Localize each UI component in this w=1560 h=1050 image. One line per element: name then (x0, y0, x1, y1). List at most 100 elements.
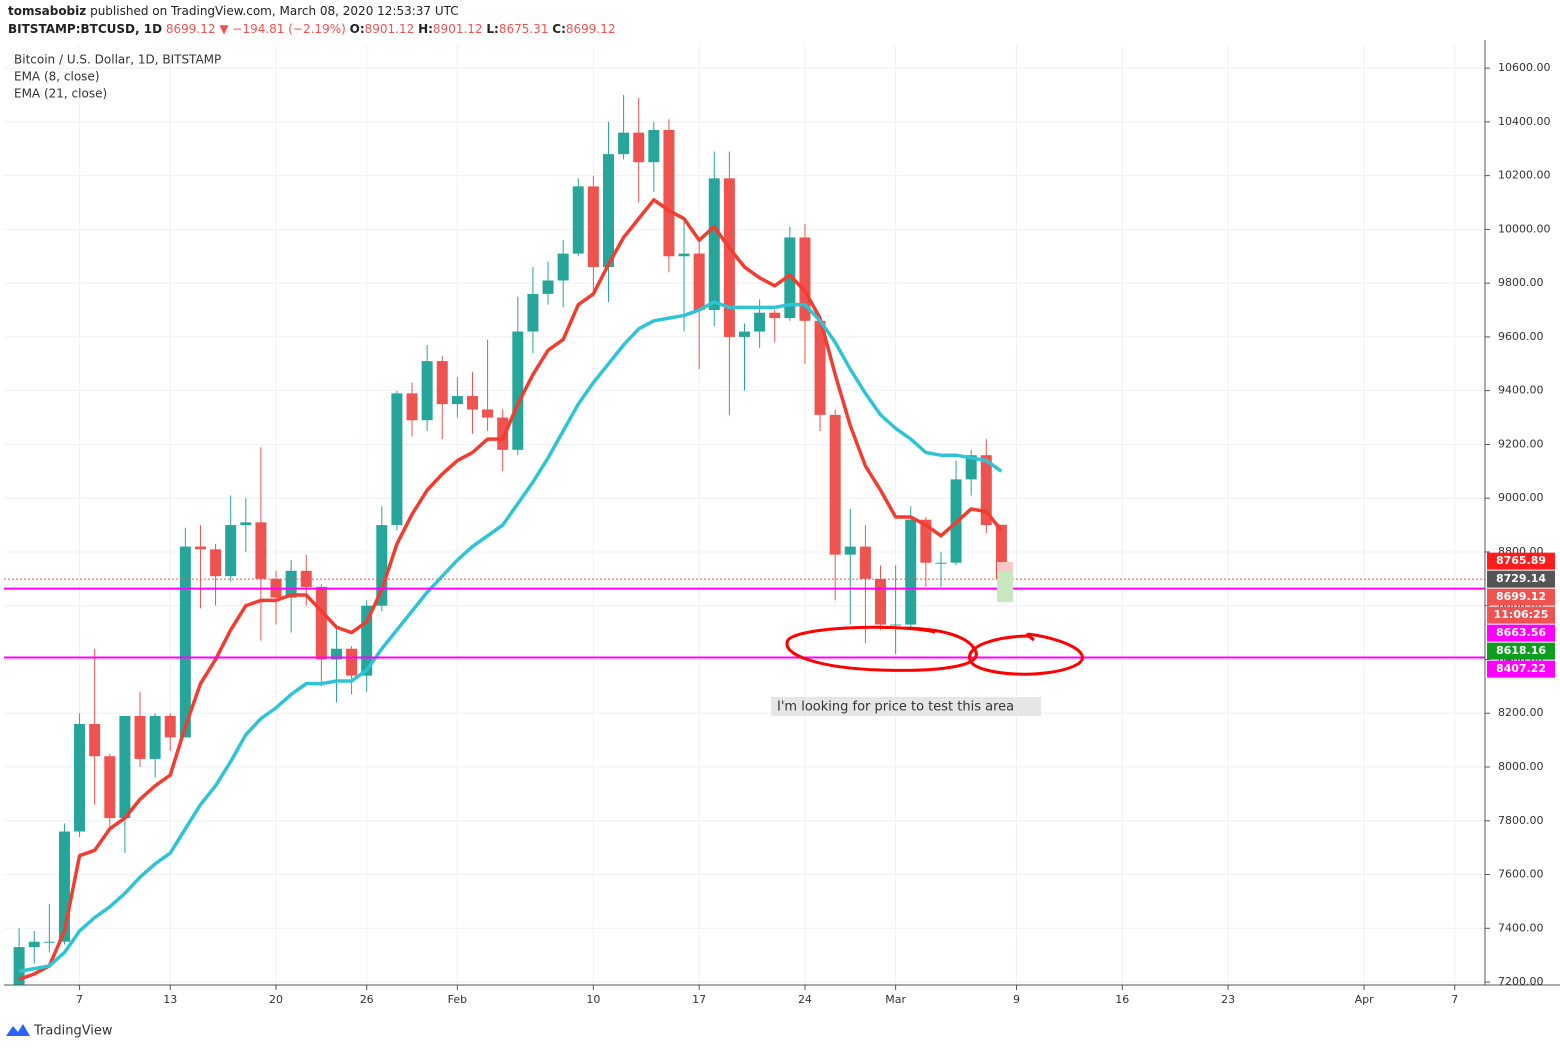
ohlc-key: H: (418, 22, 433, 36)
y-tick-label: 10400.00 (1498, 115, 1551, 128)
candle-body (300, 570, 312, 587)
y-tick-label: 7800.00 (1498, 814, 1544, 827)
price-label: 11:06:25 (1494, 608, 1549, 621)
x-tick-label: Mar (885, 993, 906, 1006)
candle-body (572, 186, 584, 254)
candle-body (74, 723, 86, 832)
x-tick-label: 23 (1221, 993, 1235, 1006)
x-tick-label: 13 (163, 993, 177, 1006)
symbol-line: BITSTAMP:BTCUSD, 1D 8699.12 ▼ −194.81 (−… (8, 22, 616, 36)
price-label: 8663.56 (1496, 626, 1546, 639)
ohlc-value: 8901.12 (432, 22, 483, 36)
y-tick-label: 9000.00 (1498, 491, 1544, 504)
candle-body (512, 331, 524, 450)
candle-body (693, 253, 705, 311)
candle-body (466, 396, 478, 410)
candle-body (164, 715, 176, 738)
candle-body (376, 525, 388, 606)
candle-body (361, 605, 373, 676)
candle-body (602, 154, 614, 268)
candle-body (905, 519, 917, 625)
candle-body (391, 393, 403, 526)
price-label-box (1487, 624, 1555, 642)
candle-body (421, 361, 433, 421)
published: published on TradingView.com, March 08, … (90, 4, 459, 18)
candle-body (255, 522, 267, 579)
price-label: 8729.14 (1496, 572, 1546, 585)
candle-body (240, 522, 252, 526)
annotation-text: I'm looking for price to test this area (777, 700, 1014, 715)
candle-body (13, 947, 25, 985)
candle-body (754, 312, 766, 332)
price-label: 8765.89 (1496, 554, 1546, 567)
candle-body (43, 941, 55, 943)
candle-body (149, 715, 161, 759)
candle-body (406, 393, 418, 421)
candle-body (890, 624, 902, 626)
price-label-box (1487, 606, 1555, 624)
candle-body (436, 361, 448, 405)
candle-body (119, 715, 131, 819)
candle-body (89, 723, 101, 757)
candle-body (346, 648, 358, 676)
y-tick-label: 8000.00 (1498, 760, 1544, 773)
plot-area (4, 45, 1485, 985)
price-label: 8618.16 (1496, 644, 1546, 657)
candle-body (527, 293, 539, 332)
ohlc-key: L: (486, 22, 499, 36)
candle-body (965, 455, 977, 480)
x-tick-label: 17 (692, 993, 706, 1006)
candle-body (587, 186, 599, 268)
axis-labels: 7200.00 7400.00 7600.00 7800.00 8000.00 8200.… (76, 61, 1555, 1006)
ema-line (18, 300, 1003, 974)
y-tick-label: 9400.00 (1498, 384, 1544, 397)
candle-body (829, 414, 841, 555)
ohlc-value: 8675.31 (498, 22, 549, 36)
candle-body (194, 546, 206, 550)
candle-body (330, 648, 342, 660)
x-tick-label: Feb (448, 993, 467, 1006)
candle-body (920, 519, 932, 563)
hand-drawn-circle (968, 632, 1084, 676)
x-tick-label: 9 (1013, 993, 1020, 1006)
candle-body (557, 253, 569, 281)
candle-body (739, 331, 750, 337)
candle-body (179, 546, 191, 738)
candle-body (859, 546, 871, 579)
candle-body (104, 756, 116, 819)
price-label-box (1487, 642, 1555, 660)
candle-body (814, 320, 826, 415)
marks (4, 94, 1485, 985)
price-label-box (1487, 588, 1555, 606)
publish-line: tomsabobiz published on TradingView.com,… (8, 4, 459, 18)
ohlc-key: C: (552, 22, 566, 36)
candle-body (995, 524, 1007, 580)
candle-body (784, 237, 796, 319)
candle-body (875, 578, 887, 625)
x-tick-label: Apr (1355, 993, 1375, 1006)
price-label: 8407.22 (1496, 662, 1546, 675)
change: ▼ −194.81 (−2.19%) (219, 22, 346, 36)
candle-body (285, 570, 297, 598)
legend-entry: EMA (21, close) (14, 87, 107, 101)
ohlc-value: 8901.12 (364, 22, 415, 36)
chart-title: Bitcoin / U.S. Dollar, 1D, BITSTAMP (14, 53, 221, 67)
y-tick-label: 9200.00 (1498, 437, 1544, 450)
candle-body (935, 562, 947, 564)
annotation-box (771, 697, 1041, 716)
position-tool-reward (997, 572, 1013, 602)
candle-body (633, 132, 645, 163)
y-tick-label: 7400.00 (1498, 921, 1544, 934)
legend-entry: EMA (8, close) (14, 70, 100, 84)
price-label-box (1487, 552, 1555, 570)
y-tick-label: 9800.00 (1498, 276, 1544, 289)
candle-body (497, 417, 509, 450)
price-label-box (1487, 660, 1555, 678)
x-tick-label: 10 (586, 993, 600, 1006)
y-tick-label: 7600.00 (1498, 868, 1544, 881)
x-tick-label: 7 (1451, 993, 1458, 1006)
candle-body (482, 409, 494, 418)
price-label-box (1487, 570, 1555, 588)
candle-body (663, 129, 675, 257)
